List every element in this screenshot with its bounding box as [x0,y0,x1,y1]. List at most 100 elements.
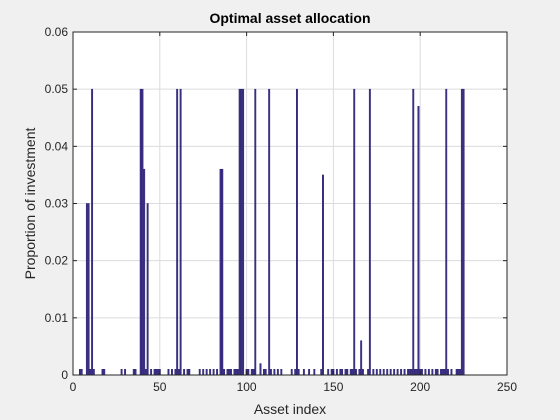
bar [341,369,344,376]
bar [205,369,208,376]
bar [250,369,253,376]
bar [209,369,212,376]
bar [223,369,225,376]
bar [276,369,279,376]
y-tick-label: 0 [61,368,68,382]
bar [355,369,357,376]
bar [415,369,418,376]
bar [280,369,283,376]
y-tick-label: 0.05 [45,82,69,96]
bar [264,369,267,376]
bar [349,369,352,376]
bar [372,369,375,376]
bar [141,88,144,376]
x-axis-label: Asset index [254,401,326,417]
y-tick-label: 0.01 [45,311,69,325]
bar [89,369,92,376]
bar [143,168,146,376]
x-tick-label: 50 [153,380,167,394]
bar [335,369,338,376]
bar [295,88,298,376]
bar [367,369,370,376]
bar [382,369,385,376]
bar [379,369,382,376]
bar [273,369,276,376]
bar [247,369,250,376]
y-tick-label: 0.03 [45,197,69,211]
bar [80,369,83,376]
bar [252,369,255,376]
bar [259,363,262,376]
bar [393,369,396,376]
y-axis-label: Proportion of investment [22,128,38,280]
bar [92,369,95,376]
bar [155,369,158,376]
bar [445,88,448,376]
bar [414,369,416,376]
bar [410,369,413,376]
bar [91,88,94,376]
bar [157,369,160,376]
bar [403,369,406,376]
grid-lines [73,32,507,375]
bar [339,369,342,376]
bar [353,88,356,376]
bar [101,369,104,376]
bar [440,369,442,376]
bar [389,369,392,376]
x-tick-label: 0 [70,380,77,394]
bar [327,369,330,376]
bar [361,369,364,376]
bar [233,369,236,376]
bar [434,369,437,376]
bar [146,203,149,376]
bar [263,369,265,376]
bar [407,369,409,376]
bar [87,203,90,376]
bar [230,369,232,376]
bar [420,369,423,376]
bar [202,369,205,376]
bar [216,369,219,376]
bar [183,369,186,376]
bar [431,369,434,376]
bar [450,369,453,376]
bar [322,174,324,376]
bar [177,369,180,376]
bar [368,88,371,376]
x-tick-label: 250 [497,380,517,394]
bar [103,369,106,376]
bar [302,369,305,376]
bar [320,369,323,376]
bar [167,369,170,376]
bar [400,369,403,376]
bar [297,369,300,376]
bar [120,369,123,376]
bar [360,340,363,376]
bar [179,88,182,376]
bar [313,369,316,376]
bar [290,369,293,376]
bar [308,369,311,376]
bar [139,88,142,376]
bar [134,369,137,376]
bar [212,369,215,376]
bar [186,369,189,376]
bar [124,369,127,376]
bar [238,88,241,376]
bar [417,106,420,376]
bar [235,369,238,376]
bar [144,369,147,376]
bar [228,369,231,376]
bar [242,88,245,376]
bar [78,369,81,376]
x-axis-ticks: 0 50 100 150 200 250 [70,32,517,394]
bar [219,168,222,376]
bar [459,369,462,376]
chart-title: Optimal asset allocation [209,10,370,26]
bar [240,88,243,376]
y-tick-label: 0.04 [45,139,69,153]
bar [132,369,135,376]
